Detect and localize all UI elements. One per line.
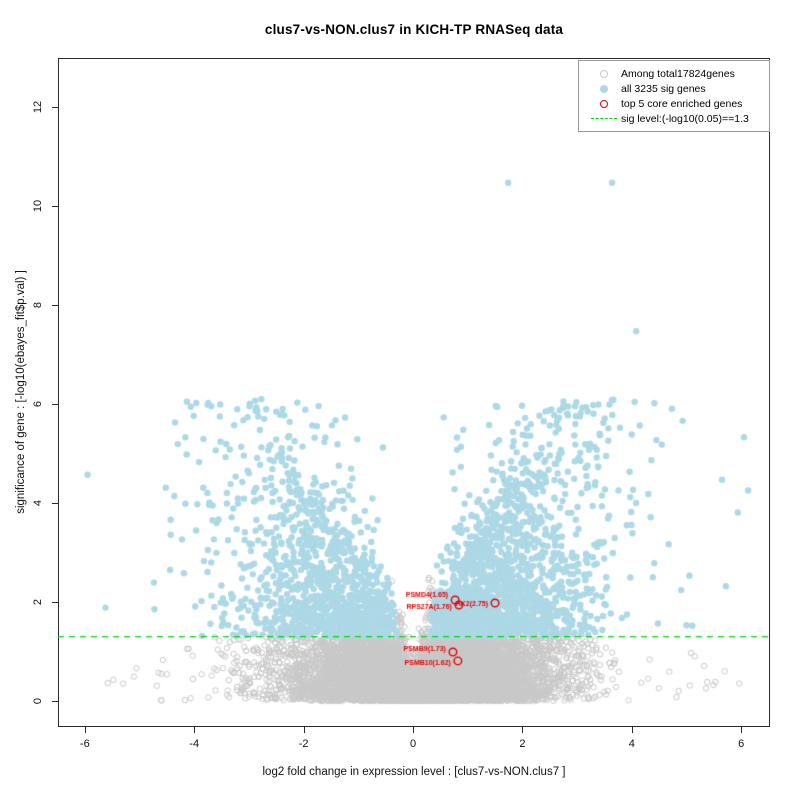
y-tick-mark	[52, 701, 58, 702]
x-tick-label: 0	[409, 738, 417, 750]
y-tick-mark	[52, 305, 58, 306]
legend-item-sig-level: sig level:(-log10(0.05)==1.3	[587, 111, 763, 126]
scatter-canvas	[58, 58, 770, 727]
legend-label: Among total17824genes	[621, 67, 735, 80]
dashed-line-green-icon	[591, 118, 617, 119]
x-tick-label: -6	[79, 738, 90, 750]
y-tick-label: 12	[32, 100, 44, 114]
legend-label: sig level:(-log10(0.05)==1.3	[621, 112, 749, 125]
x-tick-mark	[303, 727, 305, 733]
legend-item-core-genes: top 5 core enriched genes	[587, 96, 763, 111]
y-tick-mark	[52, 404, 58, 405]
y-tick-mark	[52, 602, 58, 603]
legend-item-sig-genes: all 3235 sig genes	[587, 81, 763, 96]
x-tick-label: -4	[189, 738, 200, 750]
legend-label: top 5 core enriched genes	[621, 97, 743, 110]
open-circle-red-icon	[600, 99, 608, 108]
x-tick-label: 4	[628, 738, 635, 750]
y-tick-label: 8	[32, 301, 44, 309]
y-tick-label: 4	[32, 499, 44, 507]
x-axis-label: log2 fold change in expression level : […	[262, 766, 566, 778]
x-tick-label: -2	[298, 738, 309, 750]
y-tick-label: 0	[32, 697, 44, 705]
y-tick-label: 2	[32, 598, 44, 606]
y-tick-mark	[52, 503, 58, 504]
x-tick-label: 2	[519, 738, 526, 750]
open-circle-gray-icon	[600, 69, 608, 78]
x-tick-mark	[522, 727, 524, 733]
x-tick-mark	[84, 727, 86, 733]
legend-item-total-genes: Among total17824genes	[587, 66, 763, 81]
legend-box: Among total17824genes all 3235 sig genes…	[578, 60, 770, 132]
y-tick-mark	[52, 107, 58, 108]
x-tick-mark	[631, 727, 633, 733]
y-tick-label: 6	[32, 400, 44, 408]
x-tick-mark	[741, 727, 743, 733]
chart-title: clus7-vs-NON.clus7 in KICH-TP RNASeq dat…	[264, 22, 564, 37]
legend-label: all 3235 sig genes	[621, 82, 706, 95]
y-axis-label-text: significance of gene : [-log10(ebayes_fi…	[15, 270, 27, 514]
y-tick-mark	[52, 206, 58, 207]
x-tick-mark	[194, 727, 196, 733]
x-tick-label: 6	[738, 738, 745, 750]
x-tick-mark	[413, 727, 414, 733]
filled-circle-blue-icon	[600, 84, 608, 93]
y-tick-label: 10	[32, 199, 44, 213]
